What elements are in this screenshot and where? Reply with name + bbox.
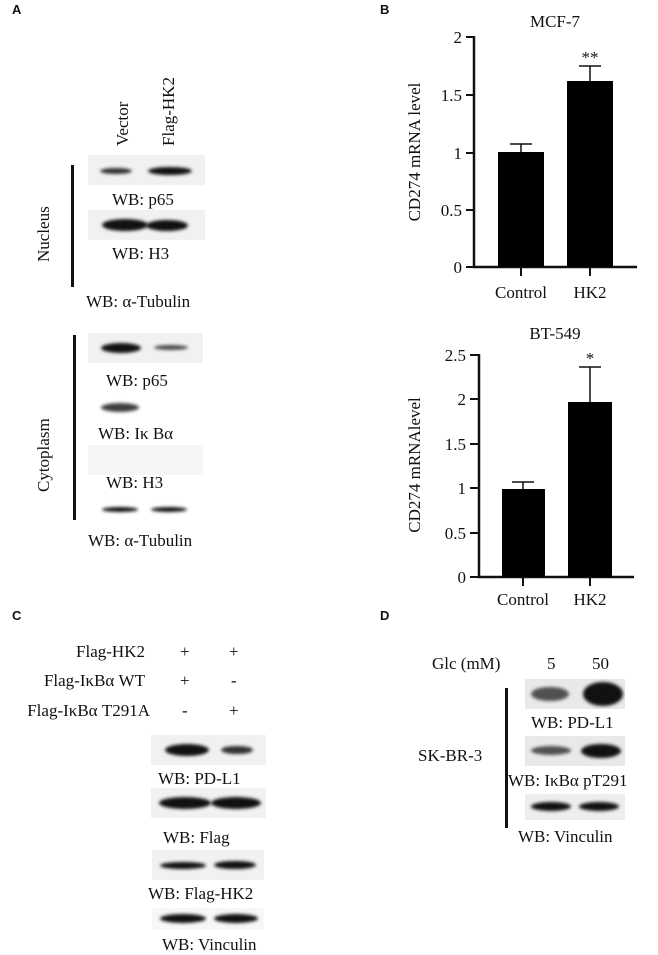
significance-mcf7: ** — [582, 48, 599, 67]
chart-mcf7-ytick: 0.5 — [441, 201, 462, 220]
condition-glc: Glc (mM) — [432, 654, 501, 673]
bar-bt549-control — [502, 489, 545, 577]
chart-bt549-ytick: 2 — [458, 390, 467, 409]
condition-flag-hk2-lane1: + — [180, 642, 190, 661]
blot-label-cytoplasm-ikba: WB: Iκ Bα — [98, 424, 174, 443]
condition-ikba-wt-lane2: - — [231, 671, 237, 690]
chart-bt549-title: BT-549 — [529, 324, 580, 343]
blot-nucleus-h3 — [88, 210, 205, 240]
glc-lane1: 5 — [547, 654, 556, 673]
blot-d-pdl1 — [525, 679, 625, 709]
bar-mcf7-hk2 — [567, 81, 613, 267]
chart-mcf7-xlabel-hk2: HK2 — [573, 283, 606, 300]
blot-label-d-pdl1: WB: PD-L1 — [531, 713, 614, 732]
lane-label-vector: Vector — [113, 101, 132, 146]
blot-label-cytoplasm-tubulin: WB: α-Tubulin — [88, 531, 193, 550]
blot-label-c-flag: WB: Flag — [163, 828, 230, 847]
blot-label-c-vinculin: WB: Vinculin — [162, 935, 257, 954]
condition-ikba-wt: Flag-IκBα WT — [43, 671, 145, 690]
significance-bt549: * — [586, 349, 595, 368]
chart-bt549-xlabel-control: Control — [497, 590, 549, 609]
panel-a-letter: A — [12, 2, 22, 17]
cytoplasm-label: Cytoplasm — [34, 418, 53, 492]
chart-mcf7-ylabel: CD274 mRNA level — [405, 82, 424, 221]
nucleus-bracket — [71, 165, 74, 287]
bar-bt549-hk2 — [568, 402, 612, 577]
condition-ikba-t291a-lane1: - — [182, 701, 188, 720]
blot-label-nucleus-h3: WB: H3 — [112, 244, 170, 263]
blot-c-flag — [151, 788, 266, 818]
chart-bt549-xlabel-hk2: HK2 — [573, 590, 606, 609]
chart-bt549-ytick: 1 — [458, 479, 467, 498]
blot-label-nucleus-tubulin: WB: α-Tubulin — [86, 292, 191, 311]
blot-cytoplasm-p65 — [88, 333, 203, 363]
blot-label-c-pdl1: WB: PD-L1 — [158, 769, 241, 788]
chart-mcf7-title: MCF-7 — [530, 12, 581, 31]
blot-cytoplasm-h3 — [88, 445, 203, 475]
chart-mcf7-ytick: 0 — [454, 258, 463, 277]
blot-cytoplasm-tubulin — [88, 500, 203, 518]
blot-label-d-vinculin: WB: Vinculin — [518, 827, 613, 846]
chart-bt549-ytick: 0.5 — [445, 524, 466, 543]
chart-bt549: BT-549 CD274 mRNAlevel 2.5 2 1.5 1 0.5 0… — [380, 300, 658, 620]
blot-nucleus-p65 — [88, 155, 205, 185]
blot-c-vinculin — [152, 908, 264, 930]
blot-cytoplasm-ikba — [88, 394, 203, 420]
condition-flag-hk2: Flag-HK2 — [76, 642, 145, 661]
blot-d-ikba-pt291 — [525, 736, 625, 766]
blot-label-nucleus-p65: WB: p65 — [112, 190, 174, 209]
blot-d-vinculin — [525, 794, 625, 820]
panel-d-letter: D — [380, 608, 390, 623]
blot-c-flag-hk2 — [152, 850, 264, 880]
blot-label-cytoplasm-h3: WB: H3 — [106, 473, 164, 492]
lane-label-flag-hk2: Flag-HK2 — [159, 77, 178, 146]
chart-bt549-ytick: 2.5 — [445, 346, 466, 365]
chart-bt549-ytick: 0 — [458, 568, 467, 587]
panel-c-letter: C — [12, 608, 22, 623]
condition-flag-hk2-lane2: + — [229, 642, 239, 661]
chart-bt549-ylabel: CD274 mRNAlevel — [405, 397, 424, 533]
blot-c-pdl1 — [151, 735, 266, 765]
chart-bt549-ytick: 1.5 — [445, 435, 466, 454]
cell-line-label: SK-BR-3 — [418, 746, 483, 765]
chart-mcf7-ytick: 1 — [454, 144, 463, 163]
condition-ikba-wt-lane1: + — [180, 671, 190, 690]
chart-mcf7-ytick: 2 — [454, 28, 463, 47]
bar-mcf7-control — [498, 152, 544, 267]
chart-mcf7-xlabel-control: Control — [495, 283, 547, 300]
glc-lane2: 50 — [592, 654, 609, 673]
sk-br-3-bracket — [505, 688, 508, 828]
nucleus-label: Nucleus — [34, 206, 53, 262]
condition-ikba-t291a-lane2: + — [229, 701, 239, 720]
blot-label-c-flag-hk2: WB: Flag-HK2 — [148, 884, 254, 903]
panel-b-letter: B — [380, 2, 390, 17]
condition-ikba-t291a: Flag-IκBα T291A — [27, 701, 150, 720]
blot-label-cytoplasm-p65: WB: p65 — [106, 371, 168, 390]
chart-mcf7-ytick: 1.5 — [441, 86, 462, 105]
blot-label-d-ikba-pt291: WB: IκBα pT291 — [508, 771, 628, 790]
chart-mcf7: MCF-7 CD274 mRNA level 2 1.5 1 0.5 0 ** … — [380, 0, 658, 302]
cytoplasm-bracket — [73, 335, 76, 520]
